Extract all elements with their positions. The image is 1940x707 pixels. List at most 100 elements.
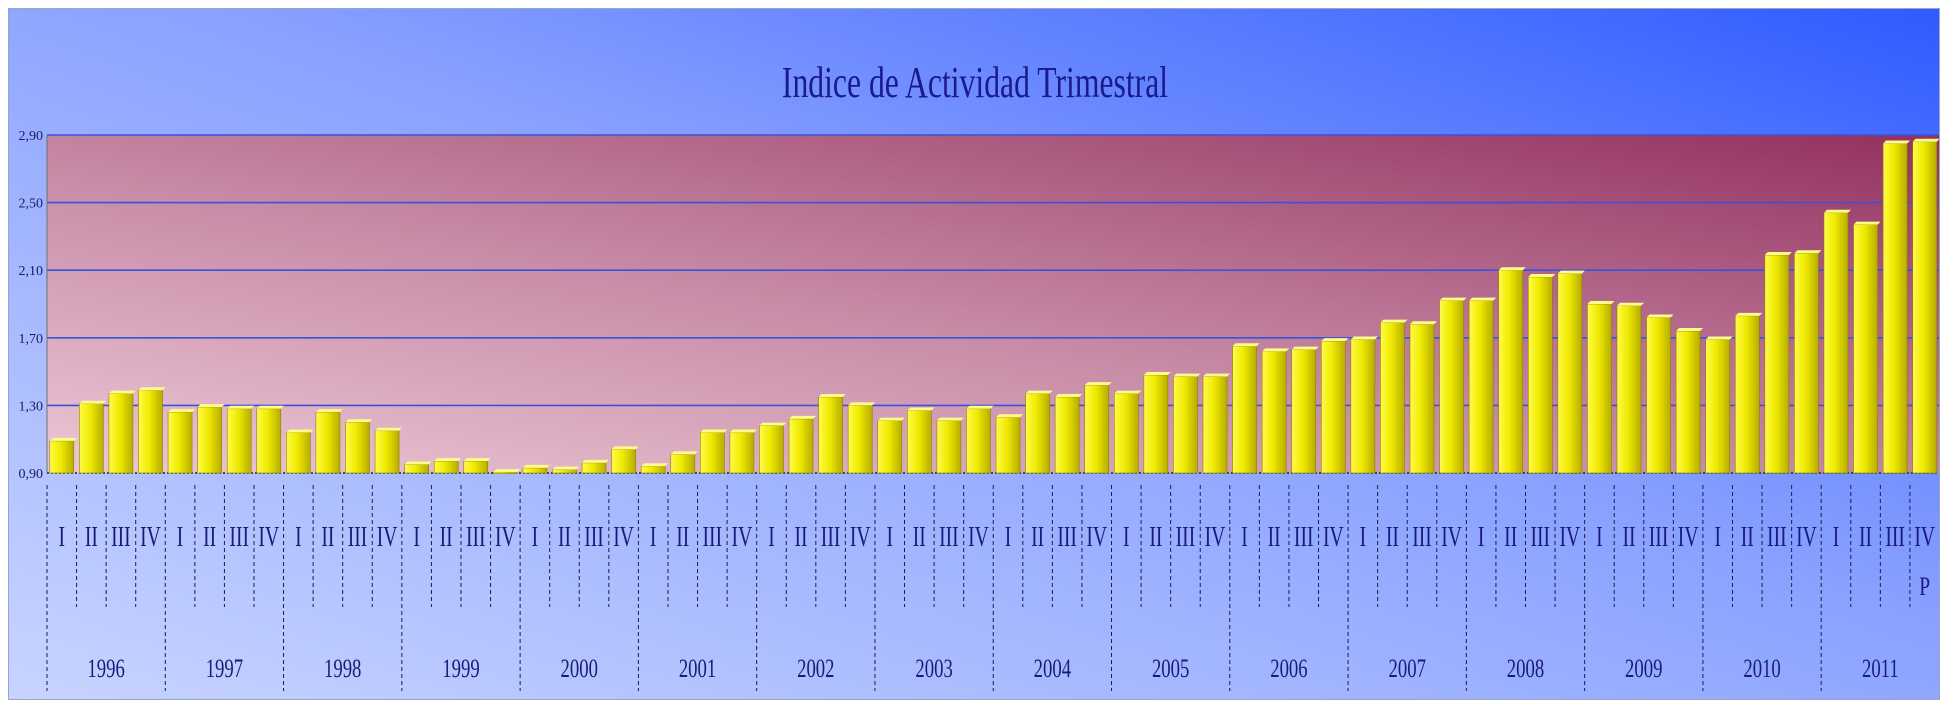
- bar: [818, 393, 846, 474]
- bar-top: [1764, 251, 1792, 255]
- bar-face: [818, 396, 843, 474]
- quarter-label: IV: [850, 522, 871, 553]
- quarter-label: IV: [258, 522, 279, 553]
- bar-face: [966, 408, 991, 474]
- bar-top: [1853, 221, 1881, 225]
- bar-face: [640, 465, 666, 474]
- bar-top: [936, 417, 964, 421]
- bar: [1054, 393, 1083, 474]
- bar-face: [759, 425, 784, 474]
- bar-top: [1883, 140, 1911, 144]
- year-label: 2010: [1743, 654, 1780, 683]
- quarter-label: I: [650, 522, 657, 553]
- bar-face: [1025, 393, 1050, 474]
- bar-top: [1823, 209, 1851, 213]
- bar-face: [1853, 224, 1878, 474]
- bar-face: [1054, 396, 1080, 474]
- bar-face: [1675, 330, 1701, 474]
- year-label: 2003: [915, 654, 952, 683]
- quarter-label: IV: [495, 522, 516, 553]
- quarter-label: III: [348, 522, 368, 553]
- bar-face: [108, 393, 134, 474]
- bar-top: [1528, 273, 1556, 277]
- quarter-label: I: [1833, 522, 1840, 553]
- quarter-label: I: [1360, 522, 1367, 553]
- y-axis-ticks: 0,90 1,30 1,70 2,10 2,50 2,90: [19, 129, 48, 482]
- bar: [108, 390, 136, 474]
- bar-top: [552, 466, 580, 470]
- bar: [1439, 297, 1467, 474]
- y-tick-label: 2,50: [19, 197, 44, 212]
- bar-top: [582, 459, 610, 463]
- bar-face: [1468, 300, 1494, 474]
- year-label: 2005: [1152, 654, 1189, 683]
- bar-top: [1203, 373, 1231, 377]
- bar: [729, 429, 757, 474]
- bar: [1498, 267, 1526, 474]
- bar-top: [493, 469, 521, 473]
- year-label: 2009: [1625, 654, 1662, 683]
- year-label: 2007: [1389, 654, 1426, 683]
- bar-face: [1734, 315, 1760, 474]
- quarter-label: I: [1123, 522, 1130, 553]
- y-tick-label: 1,70: [19, 332, 44, 347]
- bar-face: [1350, 339, 1376, 474]
- bar: [1320, 338, 1349, 474]
- bar: [493, 469, 521, 474]
- quarter-label: I: [413, 522, 420, 553]
- quarter-label: II: [1386, 522, 1399, 553]
- bar: [759, 422, 787, 474]
- bar-face: [1261, 351, 1287, 474]
- bar-top: [1025, 390, 1053, 394]
- bar-top: [729, 429, 757, 433]
- quarter-label: II: [321, 522, 334, 553]
- bar: [197, 404, 225, 474]
- year-label: 2004: [1034, 654, 1071, 683]
- bar-top: [1676, 328, 1704, 332]
- bars: [49, 138, 1939, 474]
- quarter-label: II: [85, 522, 98, 553]
- bar-face: [700, 432, 725, 474]
- quarter-label: I: [886, 522, 893, 553]
- bar-face: [729, 432, 755, 474]
- bar-top: [1380, 319, 1408, 323]
- bar-face: [315, 411, 341, 474]
- quarter-label: III: [1057, 522, 1077, 553]
- bar: [226, 405, 255, 474]
- bar: [670, 451, 698, 474]
- quarter-label: III: [584, 522, 604, 553]
- bar-top: [463, 458, 491, 462]
- bar-top: [759, 422, 787, 426]
- bar-top: [848, 402, 876, 406]
- bar-top: [700, 429, 728, 433]
- bar-top: [286, 429, 314, 433]
- bar-face: [1084, 384, 1110, 474]
- bar-top: [197, 404, 225, 408]
- bar: [433, 458, 462, 474]
- quarter-label: II: [1859, 522, 1872, 553]
- bar: [1587, 301, 1615, 474]
- y-tick-label: 2,90: [19, 129, 44, 144]
- bar-face: [581, 462, 607, 474]
- bar-face: [167, 411, 193, 474]
- bar-top: [256, 405, 284, 409]
- quarter-label: II: [913, 522, 926, 553]
- quarter-label: III: [939, 522, 959, 553]
- bar: [49, 437, 77, 474]
- quarter-label: IV: [1086, 522, 1107, 553]
- quarter-label: I: [177, 522, 184, 553]
- bar-face: [611, 449, 636, 474]
- bar-top: [670, 451, 698, 455]
- quarter-label: I: [768, 522, 775, 553]
- year-label: 1999: [442, 654, 479, 683]
- bar-top: [996, 414, 1024, 418]
- bar-top: [818, 393, 846, 397]
- bar-face: [1320, 340, 1346, 474]
- bar-top: [1439, 297, 1467, 301]
- quarter-label: IV: [1205, 522, 1226, 553]
- bar-top: [79, 400, 107, 404]
- year-label: 2011: [1862, 654, 1899, 683]
- quarter-label: III: [111, 522, 131, 553]
- chart-title: Indice de Actividad Trimestral: [782, 59, 1168, 107]
- quarter-label: II: [203, 522, 216, 553]
